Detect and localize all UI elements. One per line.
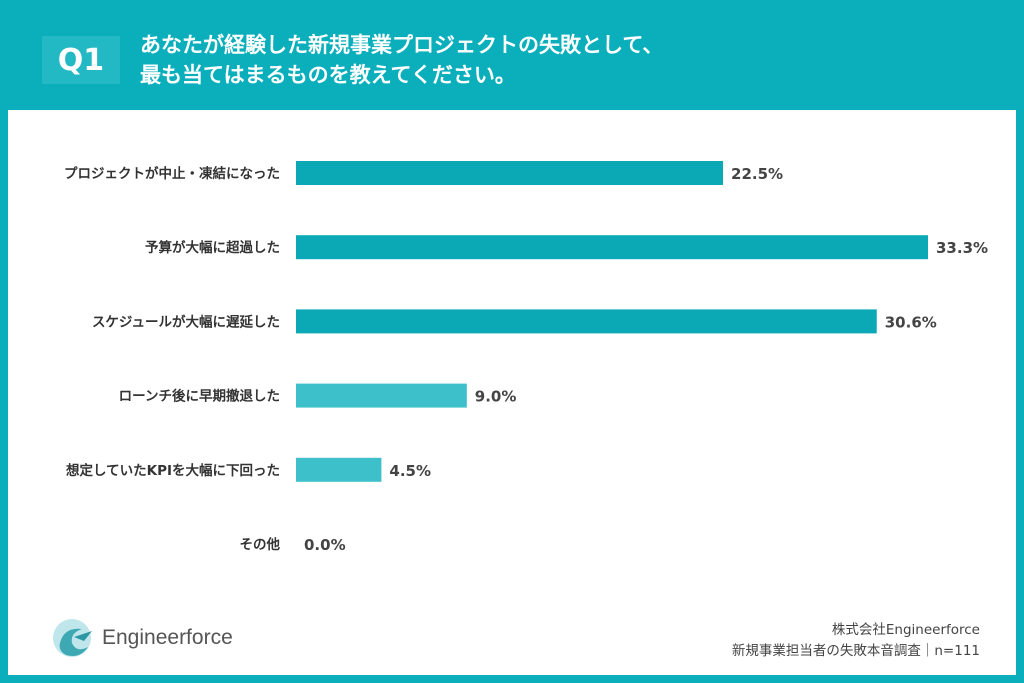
question-title: あなたが経験した新規事業プロジェクトの失敗として、 最も当てはまるものを教えてく… xyxy=(140,30,663,90)
question-title-line2: 最も当てはまるものを教えてください。 xyxy=(140,63,516,87)
category-label: スケジュールが大幅に遅延した xyxy=(92,313,280,330)
survey-info: 新規事業担当者の失敗本音調査｜n=111 xyxy=(731,643,980,659)
category-label: 想定していたKPIを大幅に下回った xyxy=(65,462,280,479)
category-label: その他 xyxy=(240,536,281,553)
credit: 株式会社Engineerforce 新規事業担当者の失敗本音調査｜n=111 xyxy=(732,620,980,662)
question-badge: Q1 xyxy=(42,36,120,84)
logo-text: Engineerforce xyxy=(102,626,233,649)
chart-panel xyxy=(8,110,1016,675)
value-label: 9.0% xyxy=(475,388,517,406)
category-label: 予算が大幅に超過した xyxy=(145,239,280,256)
category-label: プロジェクトが中止・凍結になった xyxy=(64,165,280,182)
value-label: 0.0% xyxy=(304,536,346,554)
company-name: 株式会社Engineerforce xyxy=(831,622,980,638)
bar xyxy=(296,161,724,185)
question-title-line1: あなたが経験した新規事業プロジェクトの失敗として、 xyxy=(140,33,664,57)
bar xyxy=(296,235,928,260)
bar xyxy=(296,457,382,482)
bar xyxy=(296,309,877,334)
brand-logo: Engineerforce xyxy=(52,617,233,659)
value-label: 4.5% xyxy=(389,462,431,480)
value-label: 30.6% xyxy=(885,313,937,331)
bar xyxy=(296,383,467,408)
category-label: ローンチ後に早期撤退した xyxy=(119,388,280,405)
value-label: 33.3% xyxy=(936,239,988,257)
engineerforce-logo-icon xyxy=(53,619,92,657)
value-label: 22.5% xyxy=(731,165,783,183)
